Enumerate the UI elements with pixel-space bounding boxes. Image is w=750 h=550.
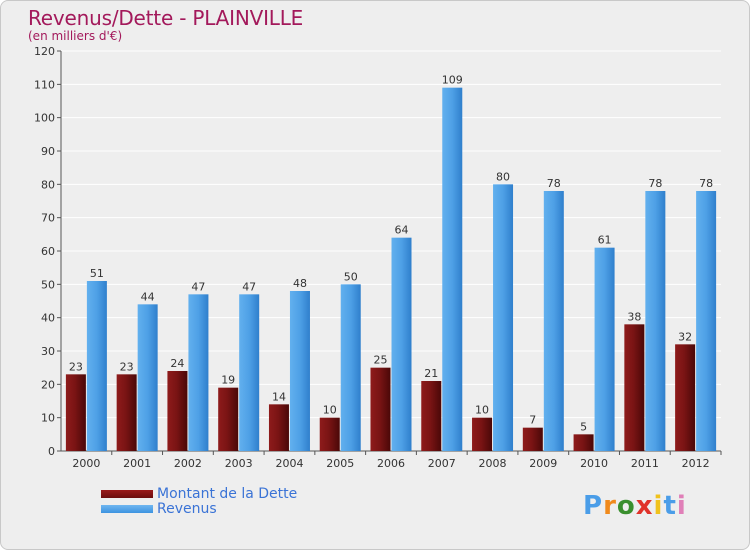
data-label: 10 — [475, 404, 489, 417]
data-label: 61 — [598, 234, 612, 247]
data-label: 80 — [496, 170, 510, 183]
data-label: 19 — [221, 374, 235, 387]
y-tick-label: 100 — [34, 112, 55, 125]
bar-revenus — [137, 304, 158, 451]
data-label: 23 — [69, 360, 83, 373]
data-label: 32 — [678, 330, 692, 343]
bar-revenus — [493, 184, 514, 452]
bar-dette — [421, 381, 442, 451]
logo-letter: i — [676, 491, 687, 521]
chart-subtitle: (en milliers d'€) — [28, 29, 123, 43]
y-tick-label: 50 — [41, 278, 55, 291]
bar-dette — [675, 344, 696, 451]
bar-revenus — [442, 87, 463, 452]
bar-dette — [116, 374, 137, 451]
x-tick-label: 2007 — [428, 457, 456, 470]
logo-letter: P — [583, 491, 604, 521]
x-tick-label: 2006 — [377, 457, 405, 470]
bar-revenus — [391, 237, 412, 451]
y-tick-label: 10 — [41, 412, 55, 425]
y-tick-label: 30 — [41, 345, 55, 358]
data-label: 50 — [344, 270, 358, 283]
bar-revenus — [543, 191, 564, 451]
x-tick-label: 2000 — [72, 457, 100, 470]
data-label: 21 — [424, 367, 438, 380]
bar-revenus — [696, 191, 717, 451]
y-tick-label: 90 — [41, 145, 55, 158]
x-tick-label: 2004 — [275, 457, 303, 470]
data-label: 38 — [627, 310, 641, 323]
bar-dette — [573, 434, 594, 451]
data-label: 10 — [323, 404, 337, 417]
logo-letter: i — [653, 491, 664, 521]
y-tick-label: 80 — [41, 178, 55, 191]
bar-dette — [268, 404, 289, 451]
data-label: 5 — [580, 420, 587, 433]
bar-dette — [218, 387, 239, 451]
bar-dette — [65, 374, 86, 451]
data-label: 109 — [442, 74, 463, 87]
bar-revenus — [86, 281, 107, 451]
data-label: 78 — [648, 177, 662, 190]
bar-dette — [624, 324, 645, 451]
logo-letter: t — [663, 491, 677, 521]
data-label: 44 — [141, 290, 155, 303]
y-tick-label: 40 — [41, 312, 55, 325]
data-label: 78 — [547, 177, 561, 190]
legend-swatch-revenus — [101, 505, 153, 513]
y-tick-label: 20 — [41, 378, 55, 391]
data-label: 64 — [395, 224, 409, 237]
bar-revenus — [645, 191, 666, 451]
bar-dette — [167, 371, 188, 451]
bar-dette — [522, 427, 543, 451]
x-tick-label: 2002 — [174, 457, 202, 470]
y-tick-label: 110 — [34, 78, 55, 91]
x-tick-label: 2005 — [326, 457, 354, 470]
data-label: 51 — [90, 267, 104, 280]
bar-revenus — [188, 294, 209, 451]
y-tick-label: 0 — [48, 445, 55, 458]
y-tick-label: 120 — [34, 45, 55, 58]
data-label: 14 — [272, 390, 286, 403]
data-label: 23 — [120, 360, 134, 373]
x-tick-label: 2001 — [123, 457, 151, 470]
bar-dette — [319, 417, 340, 451]
data-label: 24 — [170, 357, 184, 370]
bar-dette — [370, 367, 391, 451]
bar-revenus — [594, 247, 615, 451]
x-tick-label: 2011 — [631, 457, 659, 470]
bar-dette — [472, 417, 493, 451]
x-tick-label: 2008 — [479, 457, 507, 470]
data-label: 47 — [191, 280, 205, 293]
bar-revenus — [340, 284, 361, 451]
legend-swatch-dette — [101, 490, 153, 498]
data-label: 25 — [374, 354, 388, 367]
bar-revenus — [289, 291, 310, 451]
data-label: 78 — [699, 177, 713, 190]
legend-label-revenus: Revenus — [157, 501, 217, 517]
data-label: 7 — [529, 414, 536, 427]
y-tick-label: 60 — [41, 245, 55, 258]
proxiti-logo: Proxiti — [583, 491, 687, 521]
data-label: 48 — [293, 277, 307, 290]
logo-letter: o — [616, 491, 636, 521]
logo-letter: r — [603, 491, 617, 521]
chart-title: Revenus/Dette - PLAINVILLE — [28, 6, 304, 30]
x-tick-label: 2009 — [529, 457, 557, 470]
data-label: 47 — [242, 280, 256, 293]
bar-revenus — [239, 294, 260, 451]
x-tick-label: 2012 — [682, 457, 710, 470]
y-tick-label: 70 — [41, 212, 55, 225]
logo-letter: x — [635, 491, 654, 521]
x-tick-label: 2003 — [225, 457, 253, 470]
x-tick-label: 2010 — [580, 457, 608, 470]
legend-label-dette: Montant de la Dette — [157, 486, 298, 502]
